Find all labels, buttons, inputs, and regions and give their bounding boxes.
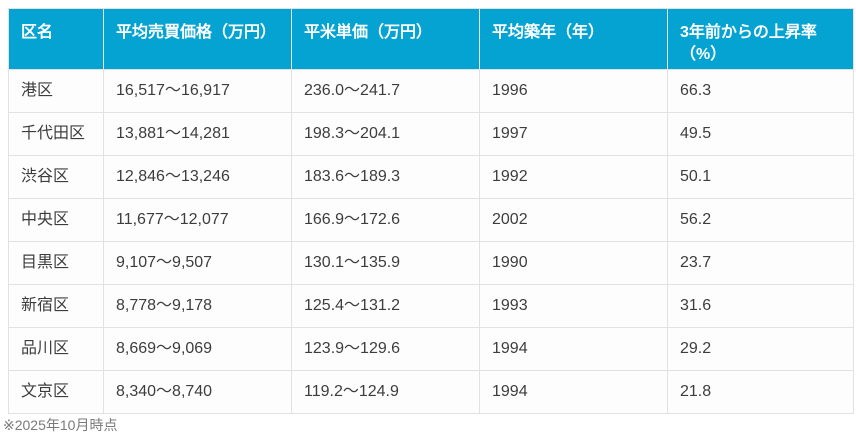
- cell-unit-price: 123.9〜129.6: [291, 327, 480, 371]
- header-row: 区名 平均売買価格（万円） 平米単価（万円） 平均築年（年） 3年前からの上昇率…: [8, 8, 854, 70]
- cell-increase-rate: 56.2: [667, 198, 854, 242]
- cell-increase-rate: 66.3: [667, 69, 854, 113]
- table-row: 新宿区 8,778〜9,178 125.4〜131.2 1993 31.6: [8, 284, 854, 328]
- cell-unit-price: 198.3〜204.1: [291, 112, 480, 156]
- cell-avg-price: 8,778〜9,178: [103, 284, 292, 328]
- cell-avg-year: 1992: [479, 155, 668, 199]
- cell-unit-price: 125.4〜131.2: [291, 284, 480, 328]
- cell-unit-price: 236.0〜241.7: [291, 69, 480, 113]
- cell-increase-rate: 21.8: [667, 370, 854, 414]
- table-row: 文京区 8,340〜8,740 119.2〜124.9 1994 21.8: [8, 370, 854, 414]
- column-header-avg-price: 平均売買価格（万円）: [103, 8, 292, 70]
- cell-unit-price: 166.9〜172.6: [291, 198, 480, 242]
- column-header-ward: 区名: [8, 8, 104, 70]
- cell-avg-year: 2002: [479, 198, 668, 242]
- price-table: 区名 平均売買価格（万円） 平米単価（万円） 平均築年（年） 3年前からの上昇率…: [8, 8, 854, 414]
- cell-increase-rate: 31.6: [667, 284, 854, 328]
- cell-avg-price: 12,846〜13,246: [103, 155, 292, 199]
- table-row: 港区 16,517〜16,917 236.0〜241.7 1996 66.3: [8, 69, 854, 113]
- table-row: 中央区 11,677〜12,077 166.9〜172.6 2002 56.2: [8, 198, 854, 242]
- cell-avg-price: 8,669〜9,069: [103, 327, 292, 371]
- cell-avg-price: 8,340〜8,740: [103, 370, 292, 414]
- cell-avg-year: 1993: [479, 284, 668, 328]
- table-row: 千代田区 13,881〜14,281 198.3〜204.1 1997 49.5: [8, 112, 854, 156]
- cell-ward: 文京区: [8, 370, 104, 414]
- page: 区名 平均売買価格（万円） 平米単価（万円） 平均築年（年） 3年前からの上昇率…: [0, 8, 856, 434]
- cell-avg-price: 11,677〜12,077: [103, 198, 292, 242]
- cell-avg-year: 1994: [479, 327, 668, 371]
- cell-unit-price: 119.2〜124.9: [291, 370, 480, 414]
- cell-increase-rate: 23.7: [667, 241, 854, 285]
- cell-ward: 渋谷区: [8, 155, 104, 199]
- cell-ward: 中央区: [8, 198, 104, 242]
- cell-increase-rate: 49.5: [667, 112, 854, 156]
- cell-ward: 港区: [8, 69, 104, 113]
- column-header-unit-price: 平米単価（万円）: [291, 8, 480, 70]
- table-row: 目黒区 9,107〜9,507 130.1〜135.9 1990 23.7: [8, 241, 854, 285]
- cell-unit-price: 183.6〜189.3: [291, 155, 480, 199]
- cell-avg-year: 1990: [479, 241, 668, 285]
- cell-increase-rate: 29.2: [667, 327, 854, 371]
- cell-ward: 新宿区: [8, 284, 104, 328]
- cell-ward: 目黒区: [8, 241, 104, 285]
- cell-avg-price: 16,517〜16,917: [103, 69, 292, 113]
- cell-ward: 品川区: [8, 327, 104, 371]
- cell-ward: 千代田区: [8, 112, 104, 156]
- table-row: 品川区 8,669〜9,069 123.9〜129.6 1994 29.2: [8, 327, 854, 371]
- footnote: ※2025年10月時点: [3, 417, 118, 433]
- cell-avg-year: 1996: [479, 69, 668, 113]
- cell-avg-price: 9,107〜9,507: [103, 241, 292, 285]
- cell-unit-price: 130.1〜135.9: [291, 241, 480, 285]
- cell-avg-year: 1997: [479, 112, 668, 156]
- cell-increase-rate: 50.1: [667, 155, 854, 199]
- table-row: 渋谷区 12,846〜13,246 183.6〜189.3 1992 50.1: [8, 155, 854, 199]
- cell-avg-year: 1994: [479, 370, 668, 414]
- table-body: 港区 16,517〜16,917 236.0〜241.7 1996 66.3 千代田区 13…: [8, 69, 854, 414]
- column-header-increase-rate: 3年前からの上昇率 （%）: [667, 8, 854, 70]
- cell-avg-price: 13,881〜14,281: [103, 112, 292, 156]
- column-header-avg-year: 平均築年（年）: [479, 8, 668, 70]
